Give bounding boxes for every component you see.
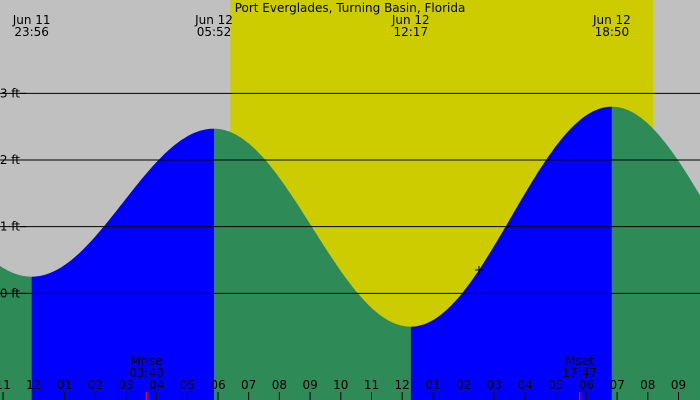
tick-layer: [2, 92, 680, 400]
hour-tick-label: 07: [609, 378, 624, 392]
y-tick-label: 1 ft: [0, 220, 20, 234]
hour-tick-label: 09: [671, 378, 686, 392]
hour-tick-label: 06: [579, 378, 594, 392]
hour-tick-label: 11: [0, 378, 11, 392]
y-tick-label: 0 ft: [0, 286, 20, 300]
hour-tick-label: 03: [118, 378, 133, 392]
hour-tick-label: 04: [517, 378, 532, 392]
hour-tick-label: 08: [640, 378, 655, 392]
hour-tick-label: 03: [487, 378, 502, 392]
hour-tick-label: 12: [395, 378, 410, 392]
hour-tick-label: 05: [180, 378, 195, 392]
label-layer: 3 ft 2 ft 1 ft 0 ft 11 12 01 02 03 04 05 06 07 08 09 10…: [0, 13, 686, 392]
chart-title: Port Everglades, Turning Basin, Florida: [235, 1, 466, 15]
hour-tick-label: 07: [241, 378, 256, 392]
hour-tick-label: 05: [548, 378, 563, 392]
falling-tide-area: [611, 106, 700, 400]
hour-tick-label: 09: [302, 378, 317, 392]
hour-tick-label: 11: [364, 378, 379, 392]
y-tick-label: 3 ft: [0, 86, 20, 100]
moon-event-label: Mrise: [130, 354, 162, 368]
hour-tick-label: 01: [57, 378, 72, 392]
extreme-time-label: 23:56: [14, 25, 49, 39]
extreme-time-label: 05:52: [197, 25, 232, 39]
hour-tick-label: 12: [26, 378, 41, 392]
extreme-date-label: Jun 12: [391, 13, 430, 27]
hour-tick-label: 04: [149, 378, 164, 392]
moon-event-time: 17:47: [562, 366, 597, 380]
hour-tick-label: 10: [333, 378, 348, 392]
falling-tide-area: [0, 266, 32, 400]
extreme-date-label: Jun 12: [592, 13, 631, 27]
extreme-time-label: 12:17: [393, 25, 428, 39]
hour-tick-label: 06: [210, 378, 225, 392]
extreme-date-label: Jun 11: [12, 13, 51, 27]
hour-tick-label: 02: [88, 378, 103, 392]
rising-tide-area: [410, 106, 612, 400]
moon-event-time: 03:40: [129, 366, 164, 380]
hour-tick-label: 08: [272, 378, 287, 392]
hour-tick-label: 02: [456, 378, 471, 392]
y-tick-label: 2 ft: [0, 153, 20, 167]
extreme-time-label: 18:50: [595, 25, 630, 39]
tide-fill-layer: [0, 106, 700, 400]
falling-tide-area: [214, 128, 411, 400]
extreme-date-label: Jun 12: [194, 13, 233, 27]
moon-event-label: Mset: [565, 354, 594, 368]
grid-layer: [0, 92, 700, 294]
hour-tick-label: 01: [425, 378, 440, 392]
rising-tide-area: [31, 128, 214, 400]
